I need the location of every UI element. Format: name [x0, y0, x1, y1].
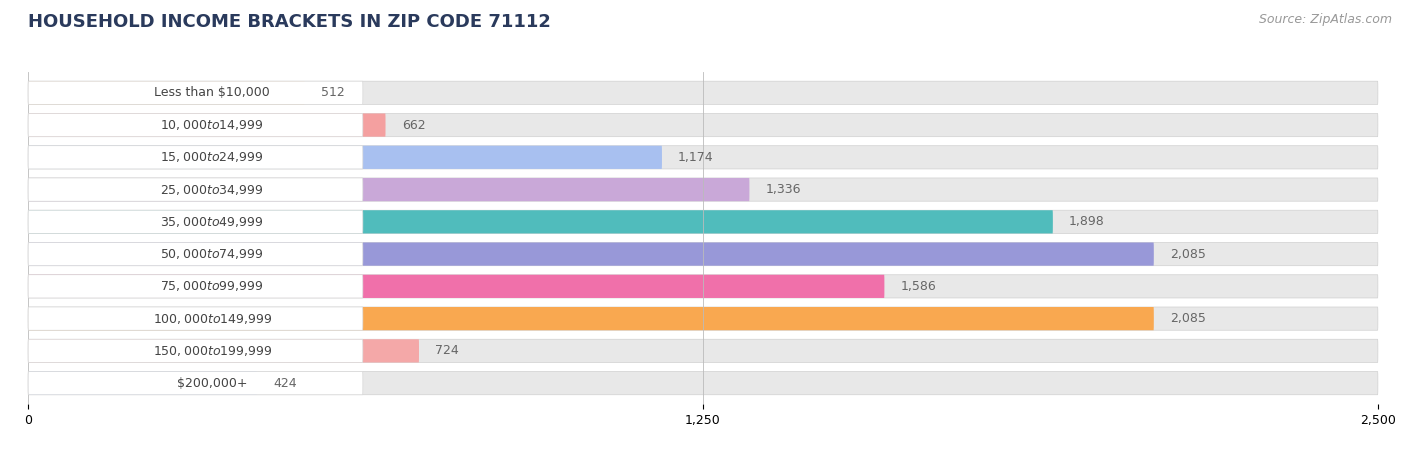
FancyBboxPatch shape: [28, 275, 884, 298]
Text: $25,000 to $34,999: $25,000 to $34,999: [160, 183, 264, 197]
Text: 2,085: 2,085: [1170, 312, 1206, 325]
FancyBboxPatch shape: [28, 242, 1154, 266]
Text: Source: ZipAtlas.com: Source: ZipAtlas.com: [1258, 13, 1392, 26]
FancyBboxPatch shape: [28, 210, 363, 233]
FancyBboxPatch shape: [28, 178, 749, 201]
FancyBboxPatch shape: [28, 114, 385, 136]
FancyBboxPatch shape: [28, 146, 363, 169]
FancyBboxPatch shape: [28, 210, 1378, 233]
FancyBboxPatch shape: [28, 242, 363, 266]
FancyBboxPatch shape: [28, 339, 363, 362]
FancyBboxPatch shape: [28, 81, 363, 105]
FancyBboxPatch shape: [28, 81, 305, 105]
FancyBboxPatch shape: [28, 307, 363, 330]
Text: 1,336: 1,336: [766, 183, 801, 196]
Text: 724: 724: [436, 344, 458, 357]
Text: $10,000 to $14,999: $10,000 to $14,999: [160, 118, 264, 132]
FancyBboxPatch shape: [28, 275, 363, 298]
FancyBboxPatch shape: [28, 178, 363, 201]
FancyBboxPatch shape: [28, 275, 1378, 298]
FancyBboxPatch shape: [28, 114, 1378, 136]
FancyBboxPatch shape: [28, 339, 1378, 362]
Text: 2,085: 2,085: [1170, 247, 1206, 260]
FancyBboxPatch shape: [28, 146, 1378, 169]
Text: 424: 424: [273, 377, 297, 390]
Text: 1,898: 1,898: [1069, 216, 1105, 229]
FancyBboxPatch shape: [28, 307, 1154, 330]
FancyBboxPatch shape: [28, 371, 257, 395]
Text: 1,586: 1,586: [901, 280, 936, 293]
FancyBboxPatch shape: [28, 81, 1378, 105]
FancyBboxPatch shape: [28, 242, 1378, 266]
FancyBboxPatch shape: [28, 210, 1053, 233]
Text: $150,000 to $199,999: $150,000 to $199,999: [152, 344, 271, 358]
Text: 662: 662: [402, 119, 426, 132]
FancyBboxPatch shape: [28, 178, 1378, 201]
Text: HOUSEHOLD INCOME BRACKETS IN ZIP CODE 71112: HOUSEHOLD INCOME BRACKETS IN ZIP CODE 71…: [28, 13, 551, 31]
Text: $50,000 to $74,999: $50,000 to $74,999: [160, 247, 264, 261]
Text: 512: 512: [321, 86, 344, 99]
FancyBboxPatch shape: [28, 114, 363, 136]
Text: $100,000 to $149,999: $100,000 to $149,999: [152, 312, 271, 326]
Text: $200,000+: $200,000+: [177, 377, 247, 390]
Text: $35,000 to $49,999: $35,000 to $49,999: [160, 215, 264, 229]
Text: Less than $10,000: Less than $10,000: [155, 86, 270, 99]
FancyBboxPatch shape: [28, 307, 1378, 330]
FancyBboxPatch shape: [28, 146, 662, 169]
Text: $15,000 to $24,999: $15,000 to $24,999: [160, 150, 264, 164]
FancyBboxPatch shape: [28, 371, 1378, 395]
Text: 1,174: 1,174: [678, 151, 714, 164]
Text: $75,000 to $99,999: $75,000 to $99,999: [160, 279, 264, 293]
FancyBboxPatch shape: [28, 371, 363, 395]
FancyBboxPatch shape: [28, 339, 419, 362]
